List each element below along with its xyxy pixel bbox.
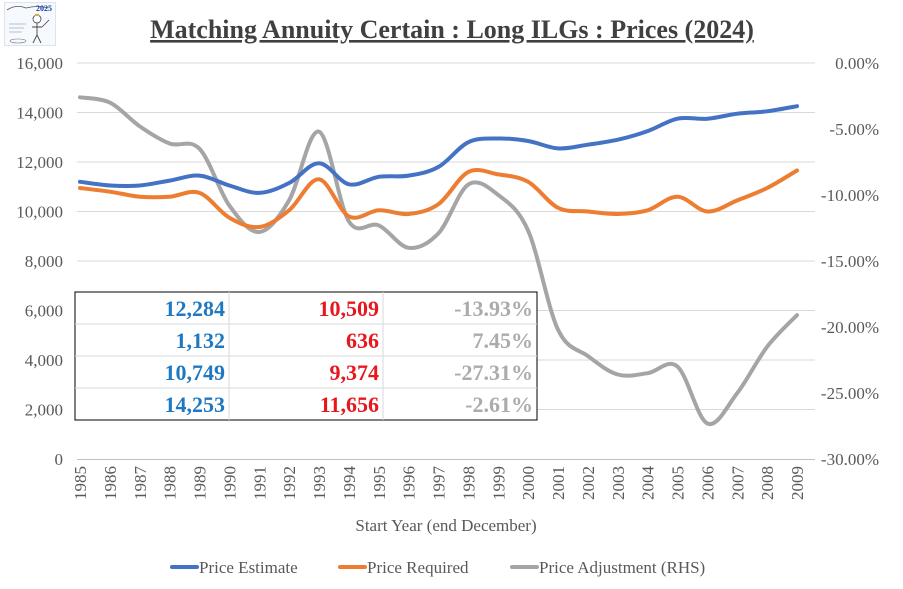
- x-tick-label: 1985: [71, 466, 90, 500]
- y-left-tick-label: 12,000: [16, 153, 63, 172]
- summary-table-cell: 14,253: [165, 392, 226, 417]
- y-right-tick-label: -25.00%: [821, 384, 879, 403]
- y-right-tick-label: -15.00%: [821, 252, 879, 271]
- x-tick-label: 1986: [101, 466, 120, 500]
- summary-table-cell: 12,284: [165, 296, 226, 321]
- series-lines: [78, 95, 799, 426]
- x-tick-label: 2009: [788, 466, 807, 500]
- y-right-tick-label: -10.00%: [821, 186, 879, 205]
- legend-label: Price Adjustment (RHS): [539, 558, 705, 577]
- x-tick-label: 2003: [609, 466, 628, 500]
- y-left-tick-label: 2,000: [25, 401, 63, 420]
- summary-table-cell: 1,132: [176, 328, 226, 353]
- x-axis: 1985 1986 1987 1988 1989 1990 1991 1992 1993 1994…: [71, 466, 807, 501]
- y-left-tick-label: 4,000: [25, 351, 63, 370]
- plot-border-bottom: [77, 459, 815, 460]
- x-tick-label: 1999: [489, 466, 508, 500]
- summary-table-cell: 10,509: [319, 296, 380, 321]
- x-tick-label: 2001: [549, 466, 568, 500]
- y-left-tick-label: 6,000: [25, 302, 63, 321]
- y-left-tick-label: 16,000: [16, 54, 63, 73]
- summary-table-cell: 636: [346, 328, 379, 353]
- x-tick-label: 1992: [280, 466, 299, 500]
- logo-cartoon: 2025: [4, 2, 56, 46]
- x-tick-label: 1989: [191, 466, 210, 500]
- legend: Price Estimate Price Required Price Adjust…: [170, 558, 705, 577]
- legend-label: Price Required: [367, 558, 469, 577]
- summary-table-cell: 11,656: [320, 392, 379, 417]
- y-left-tick-label: 10,000: [16, 203, 63, 222]
- y-left-tick-label: 14,000: [16, 104, 63, 123]
- y-right-tick-label: -30.00%: [821, 450, 879, 469]
- series-line-price-estimate: [78, 104, 799, 195]
- legend-label: Price Estimate: [199, 558, 298, 577]
- series-line-price-adjustment-rhs: [78, 95, 799, 426]
- y-right-tick-label: 0.00%: [835, 54, 879, 73]
- x-tick-label: 2006: [698, 466, 717, 500]
- x-tick-label: 1996: [400, 466, 419, 500]
- y-left-tick-label: 8,000: [25, 252, 63, 271]
- summary-table-cell: -13.93%: [454, 296, 533, 321]
- x-tick-label: 2005: [669, 466, 688, 500]
- summary-table-cell: 7.45%: [473, 328, 534, 353]
- x-tick-label: 1987: [131, 466, 150, 501]
- x-tick-label: 1990: [220, 466, 239, 500]
- x-tick-label: 1993: [310, 466, 329, 500]
- logo-year: 2025: [36, 4, 52, 13]
- y-right-tick-label: -5.00%: [829, 120, 879, 139]
- x-tick-label: 2008: [758, 466, 777, 500]
- x-tick-label: 1995: [370, 466, 389, 500]
- y-left-tick-label: 0: [55, 450, 64, 469]
- summary-table-cell: 10,749: [165, 360, 226, 385]
- summary-table-cell: -2.61%: [465, 392, 533, 417]
- x-tick-label: 2007: [728, 466, 747, 501]
- series-line-price-required: [78, 167, 799, 230]
- x-tick-label: 1991: [250, 466, 269, 500]
- x-axis-title: Start Year (end December): [355, 516, 536, 535]
- summary-table: 12,284 10,509 -13.93% 1,132 636 7.45% 10,749 9,…: [74, 291, 538, 421]
- x-tick-label: 2000: [519, 466, 538, 500]
- summary-table-cell: 9,374: [330, 360, 380, 385]
- x-tick-label: 1988: [161, 466, 180, 500]
- y-right-tick-label: -20.00%: [821, 318, 879, 337]
- x-tick-label: 2002: [579, 466, 598, 500]
- chart-title: Matching Annuity Certain : Long ILGs : P…: [150, 15, 754, 44]
- summary-table-cell: -27.31%: [454, 360, 533, 385]
- x-tick-label: 1998: [459, 466, 478, 500]
- x-tick-label: 1994: [340, 466, 359, 501]
- x-tick-label: 1997: [430, 466, 449, 501]
- y-axis-right: -30.00% -25.00% -20.00% -15.00% -10.00% -5.00…: [821, 54, 879, 469]
- x-tick-label: 2004: [639, 466, 658, 501]
- y-axis-left: 0 2,000 4,000 6,000 8,000 10,000 12,000 14,000 1…: [16, 54, 63, 469]
